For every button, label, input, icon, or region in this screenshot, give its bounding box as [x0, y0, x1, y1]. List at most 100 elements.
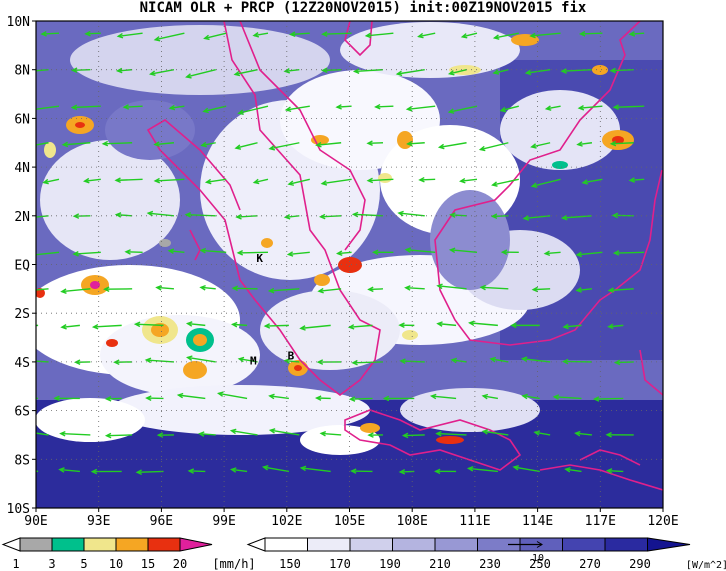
prcp-cb-swatch — [147, 537, 181, 552]
wind-arrow — [93, 324, 122, 328]
wind-arrow-head — [124, 249, 131, 255]
wind-arrow-head — [607, 287, 615, 294]
wind-arrow — [61, 324, 80, 328]
wind-arrow — [532, 178, 561, 187]
wind-arrow — [36, 142, 49, 146]
wind-arrow-head — [252, 178, 260, 185]
lon-tick-label: 102E — [271, 514, 302, 529]
wind-arrow-head — [60, 288, 67, 294]
wind-arrow-head — [168, 104, 176, 111]
olr-cb-tick: 230 — [479, 557, 501, 571]
wind-arrow-head — [317, 287, 324, 294]
wind-arrow-head — [479, 284, 486, 291]
wind-arrow-head — [401, 432, 409, 439]
wind-arrow-head — [382, 395, 390, 402]
place-label: B — [288, 349, 295, 362]
wind-arrow — [419, 178, 436, 181]
wind-arrow — [500, 105, 519, 112]
wind-arrow-head — [145, 395, 152, 401]
wind-arrow — [235, 142, 258, 149]
prcp-cb-swatch — [83, 537, 117, 552]
wind-arrow — [398, 212, 425, 217]
wind-arrow-head — [561, 358, 569, 365]
wind-arrow-head — [114, 177, 121, 183]
lat-tick-label: 6S — [14, 405, 30, 420]
wind-arrow-head — [72, 213, 80, 219]
wind-arrow — [450, 249, 478, 254]
wind-arrow-head — [28, 430, 33, 434]
wind-arrow-head — [135, 469, 143, 476]
wind-arrow — [232, 323, 248, 327]
wind-arrow — [522, 358, 551, 363]
prcp-cb-tick: 15 — [141, 557, 155, 571]
wind-arrow — [116, 213, 133, 217]
lat-tick-label: 10N — [7, 15, 30, 30]
wind-arrow-head — [202, 107, 209, 114]
lon-tick-label: 120E — [647, 514, 678, 529]
wind-arrow-head — [115, 67, 123, 74]
wind-arrow-head — [113, 359, 120, 365]
wind-arrow-head — [530, 182, 538, 188]
wind-arrow-head — [283, 68, 291, 74]
wind-arrow-head — [520, 356, 528, 362]
lat-tick-label: 4N — [14, 161, 30, 176]
wind-arrow — [563, 324, 582, 328]
wind-arrow — [615, 361, 634, 364]
wind-arrow-head — [481, 393, 489, 400]
wind-arrow-head — [489, 356, 496, 363]
wind-arrow-head — [153, 36, 161, 42]
wind-arrow — [322, 32, 352, 35]
wind-arrow-head — [560, 214, 568, 221]
wind-arrow-head — [577, 105, 585, 111]
wind-arrow — [156, 286, 174, 290]
prcp-cb-tick: 10 — [109, 557, 123, 571]
wind-arrow-head — [406, 140, 413, 147]
wind-arrow-head — [235, 214, 242, 220]
prcp-cb-tick: 5 — [80, 557, 87, 571]
wind-arrow — [449, 105, 478, 113]
wind-arrow-head — [185, 355, 193, 361]
wind-arrow-head — [267, 287, 275, 294]
wind-arrow — [580, 32, 603, 35]
prcp-cb-lowend — [1, 537, 21, 552]
wind-arrow — [522, 395, 540, 400]
wind-arrow-head — [335, 104, 342, 110]
wind-arrow-head — [73, 359, 81, 365]
wind-arrow — [534, 431, 551, 436]
wind-arrow-head — [321, 67, 328, 74]
wind-arrow-head — [268, 145, 276, 151]
wind-arrow-head — [144, 357, 152, 364]
wind-arrow — [155, 32, 185, 41]
wind-arrow-head — [404, 285, 411, 291]
wind-arrow — [614, 105, 645, 108]
wind-arrow — [117, 69, 133, 72]
wind-arrow — [562, 215, 592, 219]
wind-arrow-head — [481, 429, 489, 435]
wind-arrow-head — [576, 141, 583, 147]
wind-arrow-head — [437, 143, 445, 150]
wind-arrow-head — [609, 67, 616, 74]
wind-arrow — [611, 142, 634, 145]
wind-arrow — [439, 142, 467, 148]
wind-arrow — [565, 468, 582, 473]
wind-arrow-head — [204, 178, 212, 185]
wind-arrow-head — [350, 468, 357, 474]
wind-arrow-head — [30, 253, 35, 257]
wind-arrow-head — [268, 428, 276, 434]
wind-arrow-head — [429, 393, 437, 400]
wind-arrow-head — [564, 467, 571, 473]
wind-arrow-head — [417, 32, 424, 39]
wind-arrow-head — [459, 177, 466, 184]
olr-cb-tick: 210 — [429, 557, 451, 571]
place-labels: K M B — [250, 252, 295, 367]
wind-arrow-head — [530, 143, 537, 149]
wind-arrow-head — [366, 140, 373, 146]
wind-arrow — [322, 178, 352, 185]
wind-arrow — [269, 395, 289, 400]
wind-arrow — [236, 215, 258, 218]
wind-arrow — [397, 69, 425, 75]
wind-arrow-head — [61, 141, 69, 148]
wind-arrow-head — [562, 323, 569, 330]
wind-arrow — [36, 69, 49, 72]
wind-arrow-head — [575, 251, 583, 258]
